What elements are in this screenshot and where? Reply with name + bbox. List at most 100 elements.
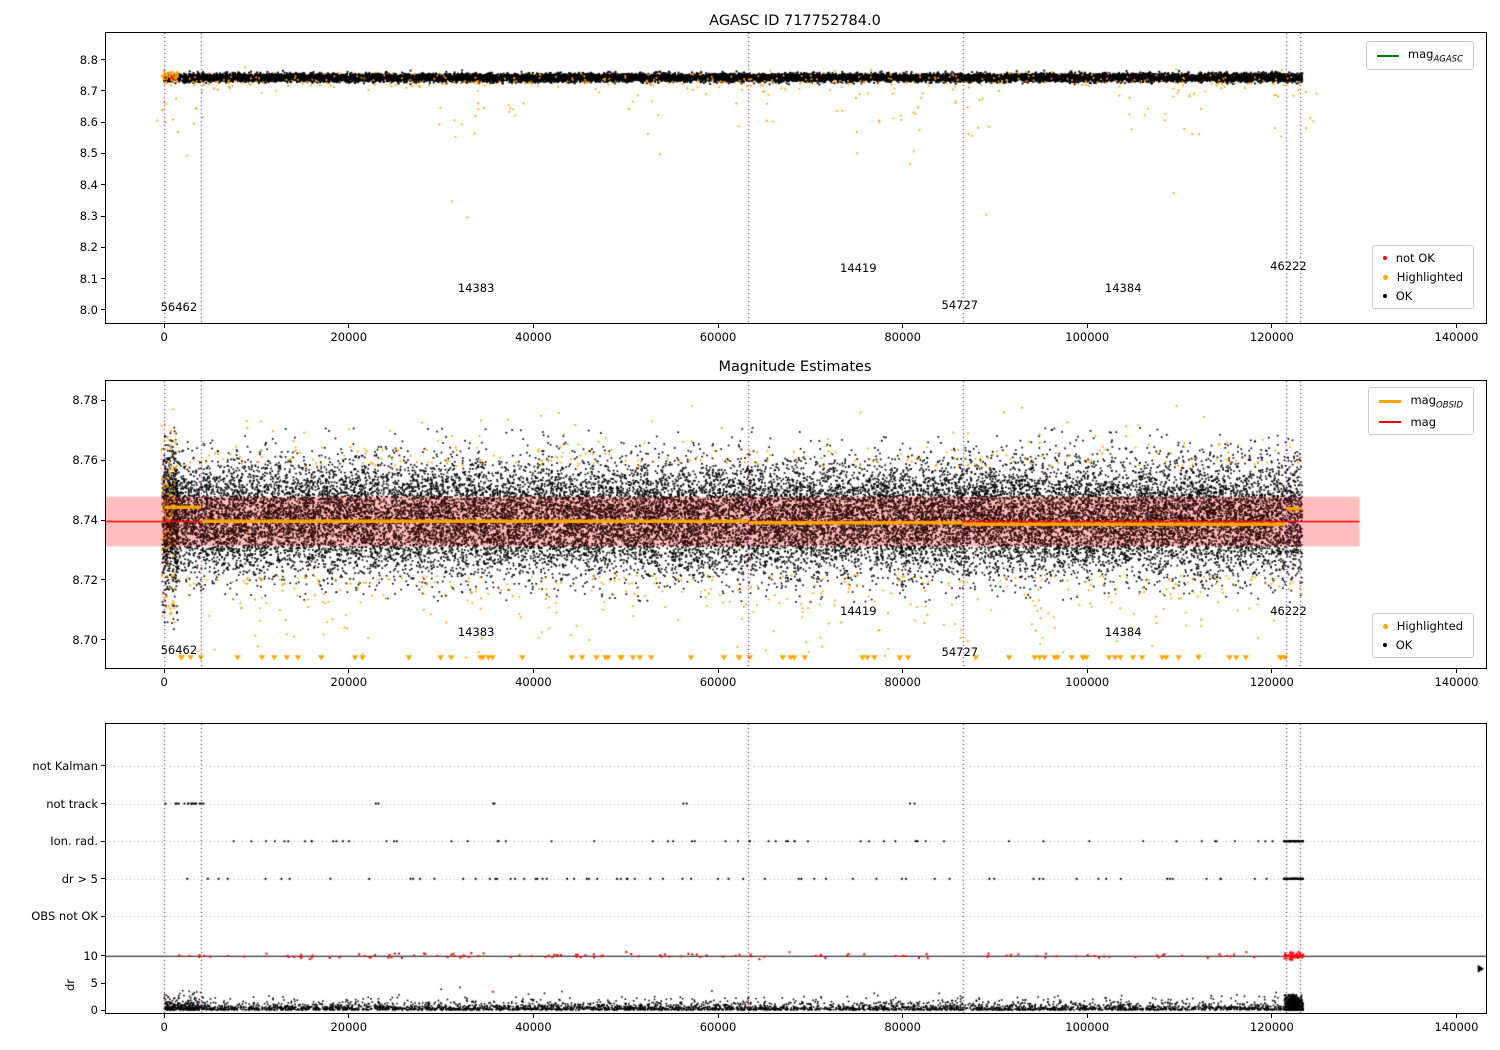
x-tick-mark <box>1086 324 1088 328</box>
legend-label: not OK <box>1395 251 1435 265</box>
obsid-label: 14419 <box>840 604 877 619</box>
y-tick-label: not Kalman <box>32 758 98 773</box>
x-tick-label: 60000 <box>699 675 737 689</box>
x-tick-label: 0 <box>160 330 168 344</box>
y-tick-label: 8.5 <box>79 146 98 161</box>
legend-line-marker <box>1379 400 1402 404</box>
x-tick-label: 100000 <box>1065 675 1110 689</box>
x-tick-mark <box>1455 669 1457 673</box>
y-axis-label: dr <box>63 978 77 991</box>
legend-label-base: mag <box>1410 393 1437 407</box>
x-tick-mark <box>1455 1014 1457 1018</box>
x-tick-mark <box>1271 324 1273 328</box>
y-tick-label: 8.76 <box>72 453 98 468</box>
y-tick-label: OBS not OK <box>31 909 98 924</box>
x-tick-label: 40000 <box>515 1020 552 1034</box>
x-tick-label: 20000 <box>330 675 368 689</box>
legend-dot-marker <box>1382 256 1387 260</box>
x-tick-label: 140000 <box>1434 1020 1479 1034</box>
legend-label: OK <box>1395 289 1413 303</box>
plot-title-magnitude: Magnitude Estimates <box>718 359 872 375</box>
y-tick-mark <box>101 915 105 917</box>
x-tick-label: 120000 <box>1249 675 1294 689</box>
y-tick-mark <box>101 955 105 957</box>
x-tick-mark <box>717 1014 719 1018</box>
y-tick-mark <box>101 215 105 217</box>
y-tick-label: 8.3 <box>79 209 98 223</box>
x-tick-mark <box>717 669 719 673</box>
legend-label: magOBSID <box>1410 393 1463 410</box>
legend-label: mag <box>1410 415 1436 429</box>
legend-entry-not-ok: not OK <box>1382 251 1463 265</box>
y-tick-mark <box>101 878 105 880</box>
y-tick-mark <box>101 803 105 805</box>
legend-line-marker <box>1379 421 1402 424</box>
y-tick-label: 8.74 <box>72 513 98 528</box>
x-tick-mark <box>348 324 350 328</box>
y-tick-label: Ion. rad. <box>50 834 98 849</box>
obsid-label: 46222 <box>1270 604 1307 619</box>
x-tick-mark <box>163 1014 165 1018</box>
legend: not OK Highlighted OK <box>1371 245 1474 309</box>
y-tick-label: not track <box>46 796 98 811</box>
plot-title-agasc: AGASC ID 717752784.0 <box>709 13 881 29</box>
y-tick-mark <box>101 579 105 581</box>
x-tick-mark <box>1086 1014 1088 1018</box>
y-tick-mark <box>101 59 105 61</box>
legend-entry-ok: OK <box>1382 638 1463 652</box>
obsid-label: 14383 <box>457 625 495 640</box>
y-tick-mark <box>101 399 105 401</box>
y-tick-mark <box>101 1009 105 1011</box>
x-tick-label: 120000 <box>1249 1020 1294 1034</box>
legend: Highlighted OK <box>1371 613 1474 658</box>
y-tick-mark <box>101 765 105 767</box>
x-tick-mark <box>902 1014 904 1018</box>
legend-dot-marker <box>1382 623 1388 629</box>
x-tick-mark <box>348 1014 350 1018</box>
legend-line-marker <box>1376 54 1399 57</box>
x-tick-label: 0 <box>160 675 168 689</box>
y-tick-label: 8.72 <box>72 572 98 587</box>
legend-entry-mag: mag <box>1379 415 1463 429</box>
legend-label: Highlighted <box>1396 619 1463 633</box>
x-tick-mark <box>348 669 350 673</box>
y-tick-mark <box>101 309 105 311</box>
legend-dot-marker <box>1382 643 1387 647</box>
obsid-label: 54727 <box>941 644 979 659</box>
x-tick-label: 20000 <box>330 330 368 344</box>
x-tick-mark <box>1455 324 1457 328</box>
y-tick-mark <box>101 840 105 842</box>
x-tick-label: 120000 <box>1249 330 1294 344</box>
y-tick-label: 8.6 <box>79 115 98 130</box>
y-tick-label: 8.8 <box>79 52 98 67</box>
legend-entry-mag: magAGASC <box>1376 47 1463 64</box>
obsid-label: 14384 <box>1104 625 1142 640</box>
y-tick-label: 0 <box>90 1003 98 1018</box>
x-tick-label: 60000 <box>699 330 737 344</box>
x-tick-label: 140000 <box>1434 330 1479 344</box>
x-tick-label: 80000 <box>884 330 921 344</box>
obsid-label: 14383 <box>457 280 495 295</box>
y-tick-mark <box>101 278 105 280</box>
obsid-label: 56462 <box>160 299 198 314</box>
x-tick-mark <box>902 324 904 328</box>
y-tick-label: 8.2 <box>79 240 98 255</box>
x-tick-label: 140000 <box>1434 675 1479 689</box>
x-tick-label: 0 <box>160 1020 168 1034</box>
y-tick-label: 8.7 <box>79 83 98 98</box>
x-tick-label: 100000 <box>1065 330 1110 344</box>
y-tick-label: 5 <box>90 976 98 990</box>
legend-entry-highlighted: Highlighted <box>1382 619 1463 633</box>
legend-label: OK <box>1395 638 1413 652</box>
x-tick-label: 40000 <box>515 675 552 689</box>
x-tick-label: 20000 <box>330 1020 368 1034</box>
plot-magnitude-estimates: 0 20000 40000 60000 80000 100000 120000 140000 8… <box>72 380 1487 689</box>
x-tick-mark <box>1086 669 1088 673</box>
y-tick-label: 8.0 <box>79 302 98 317</box>
legend-entry-ok: OK <box>1382 289 1463 303</box>
legend-dot-marker <box>1382 294 1387 298</box>
legend-entry-highlighted: Highlighted <box>1382 270 1463 284</box>
y-tick-mark <box>101 152 105 154</box>
x-tick-mark <box>902 669 904 673</box>
